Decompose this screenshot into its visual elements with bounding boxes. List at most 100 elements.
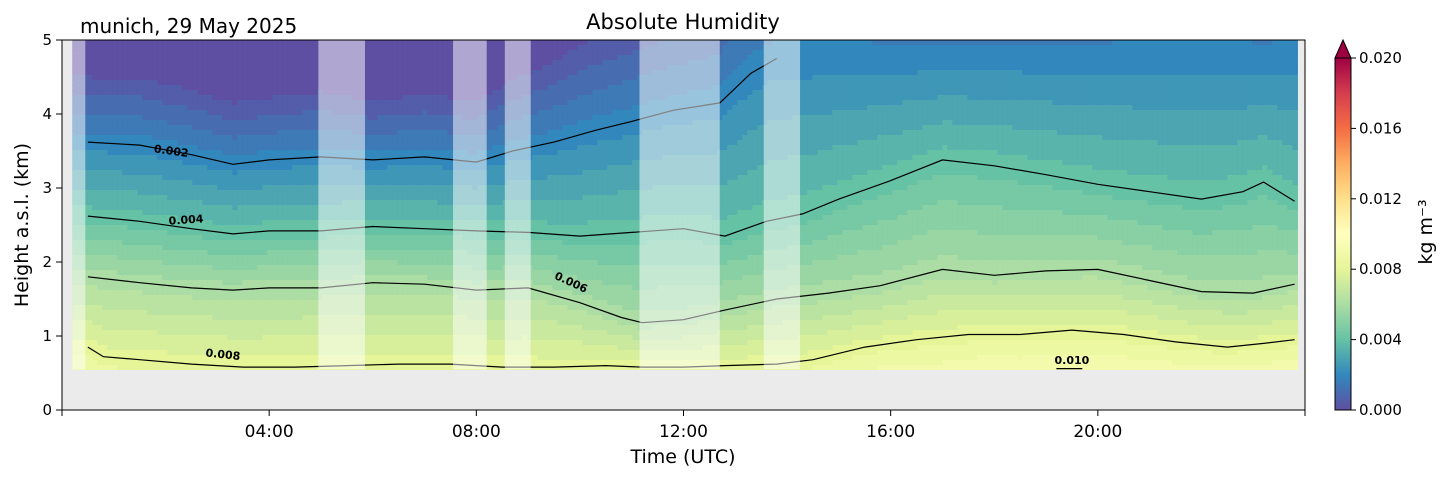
field-cell xyxy=(217,130,223,136)
field-cell xyxy=(292,215,298,221)
field-cell xyxy=(137,235,143,241)
field-cell xyxy=(362,260,368,266)
field-cell xyxy=(167,190,173,196)
field-cell xyxy=(282,40,288,46)
field-cell xyxy=(237,280,243,286)
field-cell xyxy=(87,200,93,206)
field-cell xyxy=(107,365,113,370)
field-cell xyxy=(187,170,193,176)
field-cell xyxy=(307,70,313,76)
field-cell xyxy=(172,105,178,111)
field-cell xyxy=(232,100,238,106)
field-cell xyxy=(172,205,178,211)
field-cell xyxy=(377,355,383,361)
field-cell xyxy=(142,260,148,266)
field-cell xyxy=(412,175,418,181)
field-cell xyxy=(447,125,453,131)
field-cell xyxy=(387,190,393,196)
field-cell xyxy=(117,130,123,136)
field-cell xyxy=(432,55,438,61)
field-cell xyxy=(112,350,118,356)
field-cell xyxy=(257,125,263,131)
field-cell xyxy=(427,85,433,91)
field-cell xyxy=(97,295,103,301)
field-cell xyxy=(307,360,313,366)
field-cell xyxy=(432,235,438,241)
field-cell xyxy=(187,335,193,341)
field-cell xyxy=(167,195,173,201)
field-cell xyxy=(287,80,293,86)
field-cell xyxy=(387,125,393,131)
field-cell xyxy=(172,295,178,301)
field-cell xyxy=(212,145,218,151)
field-cell xyxy=(237,95,243,101)
field-cell xyxy=(367,300,373,306)
field-cell xyxy=(137,135,143,141)
field-cell xyxy=(367,45,373,51)
field-cell xyxy=(162,315,168,321)
field-cell xyxy=(252,355,258,361)
field-cell xyxy=(307,230,313,236)
field-cell xyxy=(232,225,238,231)
field-cell xyxy=(447,250,453,256)
field-cell xyxy=(447,165,453,171)
field-cell xyxy=(187,280,193,286)
field-cell xyxy=(132,255,138,261)
field-cell xyxy=(442,330,448,336)
field-cell xyxy=(207,80,213,86)
field-cell xyxy=(292,150,298,156)
field-cell xyxy=(127,295,133,301)
field-cell xyxy=(432,295,438,301)
field-cell xyxy=(202,285,208,291)
field-cell xyxy=(277,280,283,286)
field-cell xyxy=(382,360,388,366)
field-cell xyxy=(237,235,243,241)
field-cell xyxy=(422,360,428,366)
field-cell xyxy=(192,225,198,231)
field-cell xyxy=(287,155,293,161)
field-cell xyxy=(412,335,418,341)
field-cell xyxy=(272,190,278,196)
field-cell xyxy=(207,70,213,76)
field-cell xyxy=(192,255,198,261)
field-cell xyxy=(262,225,268,231)
field-cell xyxy=(382,145,388,151)
field-cell xyxy=(117,150,123,156)
field-cell xyxy=(412,235,418,241)
field-cell xyxy=(362,175,368,181)
field-cell xyxy=(157,50,163,56)
field-cell xyxy=(277,125,283,131)
field-cell xyxy=(187,300,193,306)
field-cell xyxy=(417,235,423,241)
field-cell xyxy=(367,70,373,76)
field-cell xyxy=(177,345,183,351)
field-cell xyxy=(272,320,278,326)
field-cell xyxy=(102,335,108,341)
field-cell xyxy=(227,265,233,271)
field-cell xyxy=(442,215,448,221)
field-cell xyxy=(377,155,383,161)
field-cell xyxy=(272,85,278,91)
field-cell xyxy=(202,100,208,106)
field-cell xyxy=(167,165,173,171)
field-cell xyxy=(97,315,103,321)
field-cell xyxy=(122,265,128,271)
field-cell xyxy=(137,120,143,126)
field-cell xyxy=(392,95,398,101)
field-cell xyxy=(262,125,268,131)
field-cell xyxy=(247,280,253,286)
field-cell xyxy=(142,135,148,141)
field-cell xyxy=(107,65,113,71)
field-cell xyxy=(392,110,398,116)
field-cell xyxy=(102,40,108,46)
field-cell xyxy=(97,55,103,61)
field-cell xyxy=(412,240,418,246)
field-cell xyxy=(432,50,438,56)
field-cell xyxy=(372,210,378,216)
field-cell xyxy=(182,290,188,296)
field-cell xyxy=(87,110,93,116)
field-cell xyxy=(422,125,428,131)
field-cell xyxy=(447,210,453,216)
field-cell xyxy=(187,90,193,96)
field-cell xyxy=(302,180,308,186)
